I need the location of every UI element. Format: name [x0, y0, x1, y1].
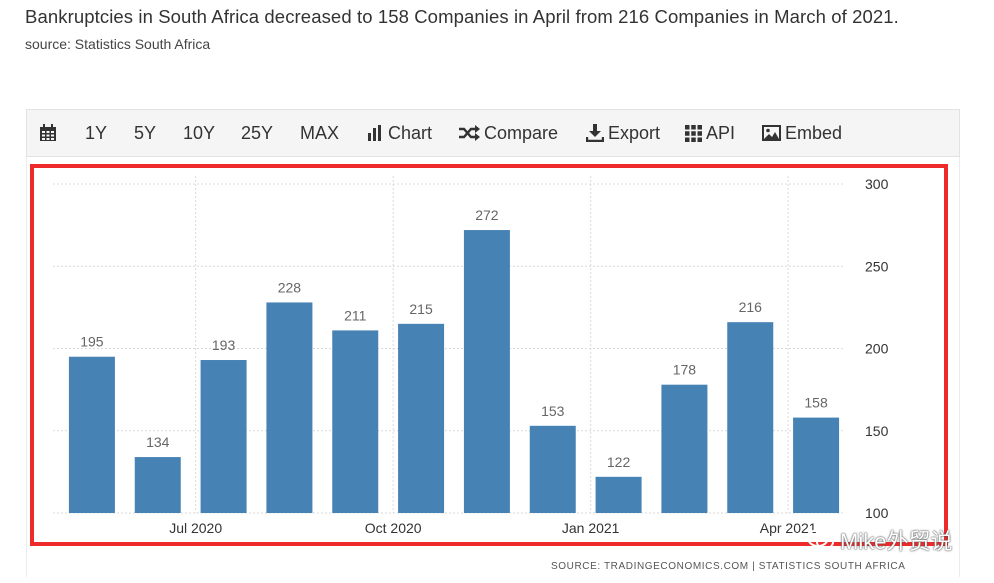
bar-apr-2021 [793, 417, 840, 513]
bar-chart-icon [368, 125, 381, 141]
data-label: 134 [146, 434, 170, 450]
data-label: 153 [541, 403, 565, 419]
data-label: 272 [475, 207, 499, 223]
data-label: 178 [673, 362, 697, 378]
bar-jun-2020 [134, 457, 181, 513]
bar-aug-2020 [266, 302, 313, 513]
chart-area: 100 150 200 250 300 195 134 193 228 211 215 272 153 1… [26, 157, 960, 577]
headline: Bankruptcies in South Africa decreased t… [25, 6, 899, 27]
y-tick-label: 100 [865, 505, 889, 521]
bar-oct-2020 [398, 323, 445, 513]
api-button-label: API [706, 122, 736, 143]
compare-button[interactable]: Compare [458, 110, 558, 156]
data-label: 228 [278, 279, 302, 295]
data-label: 216 [739, 299, 763, 315]
source-text: source: Statistics South Africa [25, 36, 211, 52]
range-1y-button[interactable]: 1Y [85, 122, 108, 143]
embed-button[interactable]: Embed [762, 110, 842, 156]
bar-nov-2020 [463, 230, 510, 513]
bar-feb-2021 [661, 384, 708, 513]
watermark: Mike外贸说 [806, 524, 952, 556]
y-tick-label: 200 [865, 341, 889, 357]
calendar-icon [40, 124, 56, 141]
y-tick-label: 300 [865, 176, 889, 192]
y-tick-label: 250 [865, 258, 889, 274]
data-label: 215 [409, 301, 433, 317]
data-label: 211 [344, 307, 367, 323]
range-max-button[interactable]: MAX [300, 122, 340, 143]
chart-button[interactable]: Chart [367, 110, 432, 156]
x-tick-label: Jan 2021 [562, 520, 620, 536]
range-10y-button[interactable]: 10Y [183, 122, 216, 143]
bar-dec-2020 [529, 425, 576, 513]
export-button-label: Export [608, 122, 661, 143]
data-label: 122 [607, 454, 631, 470]
bar-jul-2020 [200, 360, 247, 513]
image-icon [762, 125, 781, 141]
grid-icon [685, 124, 702, 142]
export-button[interactable]: Export [586, 110, 660, 156]
download-icon [586, 124, 604, 142]
x-tick-label: Jul 2020 [169, 520, 222, 536]
x-tick-label: Oct 2020 [365, 520, 422, 536]
wechat-icon [807, 529, 834, 550]
bar-mar-2021 [727, 322, 774, 513]
bar-jan-2021 [595, 476, 642, 513]
data-label: 158 [804, 395, 828, 411]
watermark-text: Mike外贸说 [840, 529, 953, 554]
x-tick-label: Apr 2021 [760, 520, 817, 536]
range-25y-button[interactable]: 25Y [241, 122, 274, 143]
chart-credit: SOURCE: TRADINGECONOMICS.COM | STATISTIC… [551, 561, 906, 572]
calendar-button[interactable] [39, 110, 61, 156]
compare-button-label: Compare [484, 122, 559, 143]
data-label: 193 [212, 337, 236, 353]
shuffle-icon [459, 125, 480, 141]
chart-button-label: Chart [388, 122, 433, 143]
range-5y-button[interactable]: 5Y [134, 122, 157, 143]
embed-button-label: Embed [785, 122, 843, 143]
bar-sep-2020 [332, 330, 379, 513]
data-label: 195 [80, 334, 104, 350]
bar-may-2020 [68, 356, 115, 513]
y-tick-label: 150 [865, 423, 889, 439]
api-button[interactable]: API [685, 110, 735, 156]
bar-chart: 100 150 200 250 300 195 134 193 228 211 215 272 153 1… [53, 176, 889, 536]
chart-toolbar: 1Y 5Y 10Y 25Y MAX Chart Compare Export [26, 109, 960, 157]
